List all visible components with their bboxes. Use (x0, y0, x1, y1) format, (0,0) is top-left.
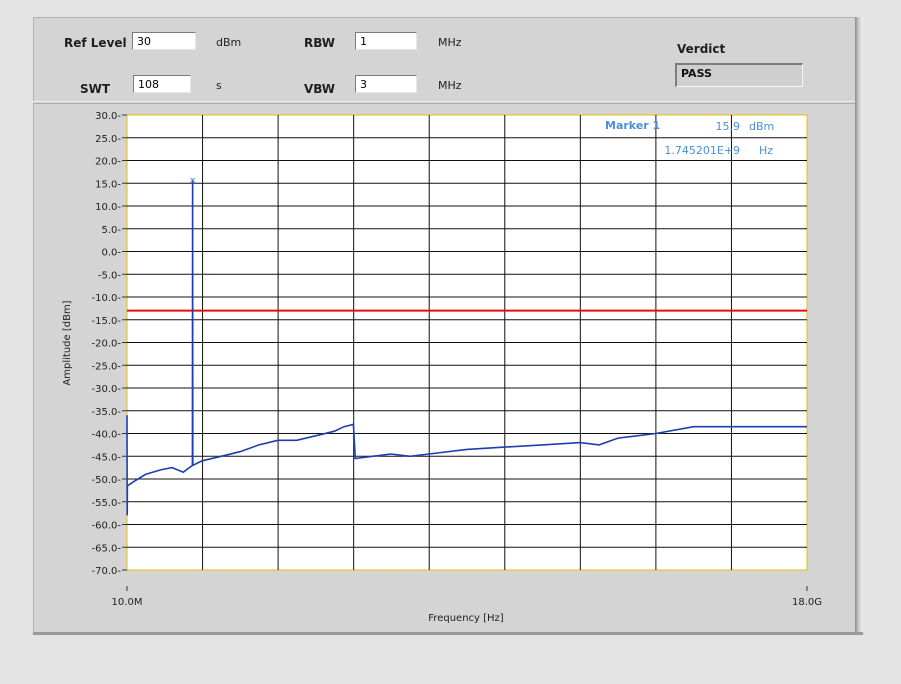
ref-level-input[interactable]: 30 (132, 32, 196, 50)
swt-label: SWT (80, 82, 111, 96)
y-tick-label: 0.0- (101, 248, 121, 259)
trace-group (126, 179, 807, 516)
y-tick-label: -35.0- (92, 407, 122, 418)
y-tick-label: -50.0- (92, 475, 122, 486)
ref-level-label: Ref Level (64, 36, 127, 50)
panel-bottom-shadow (33, 632, 863, 635)
marker-amplitude: 15.9 (716, 120, 741, 133)
y-axis-label: Amplitude [dBm] (62, 300, 73, 385)
y-tick-label: -55.0- (92, 498, 122, 509)
y-tick-label: -70.0- (92, 566, 122, 577)
y-tick-label: -15.0- (92, 316, 122, 327)
verdict-indicator: PASS (675, 63, 803, 87)
marker-x-icon: × (189, 176, 197, 186)
y-tick-label: -60.0- (92, 521, 122, 532)
y-tick-label: 10.0- (95, 202, 121, 213)
marker-title: Marker 1 (605, 119, 660, 132)
panel-edge-shadow (855, 17, 863, 633)
marker-group: × (189, 176, 197, 466)
y-tick-label: -5.0- (98, 270, 122, 281)
x-tick-label: 10.0M (112, 597, 143, 608)
y-tick-label: -40.0- (92, 430, 122, 441)
rbw-unit: MHz (438, 36, 462, 49)
vbw-label: VBW (304, 82, 336, 96)
marker-amplitude-unit: dBm (749, 120, 774, 133)
x-tick-label: 18.0G (792, 597, 822, 608)
swt-unit: s (216, 79, 222, 92)
y-tick-label: 5.0- (101, 225, 121, 236)
y-tick-label: -30.0- (92, 384, 122, 395)
y-tick-label: 20.0- (95, 157, 121, 168)
y-tick-label: -10.0- (92, 293, 122, 304)
y-tick-label: 15.0- (95, 179, 121, 190)
y-axis: 30.0- 25.0- 20.0- 15.0- 10.0- 5.0- 0.0- -5.0- -1… (92, 111, 127, 577)
y-tick-label: -65.0- (92, 543, 122, 554)
ref-level-unit: dBm (216, 36, 242, 49)
y-tick-label: 25.0- (95, 134, 121, 145)
settings-separator (33, 101, 855, 104)
rbw-label: RBW (304, 36, 335, 50)
y-tick-label: -45.0- (92, 452, 122, 463)
y-tick-label: -25.0- (92, 361, 122, 372)
y-tick-label: -20.0- (92, 339, 122, 350)
verdict-label: Verdict (677, 42, 726, 56)
swt-input[interactable]: 108 (133, 75, 191, 93)
vbw-unit: MHz (438, 79, 462, 92)
x-axis: 10.0M 18.0G (112, 586, 822, 608)
x-axis-label: Frequency [Hz] (428, 613, 504, 624)
marker-frequency: 1.745201E+9 (664, 144, 740, 157)
marker-frequency-unit: Hz (759, 144, 773, 157)
grid (127, 115, 807, 570)
vbw-input[interactable]: 3 (355, 75, 417, 93)
spectrum-trace (126, 179, 807, 516)
y-tick-label: 30.0- (95, 111, 121, 122)
rbw-input[interactable]: 1 (355, 32, 417, 50)
